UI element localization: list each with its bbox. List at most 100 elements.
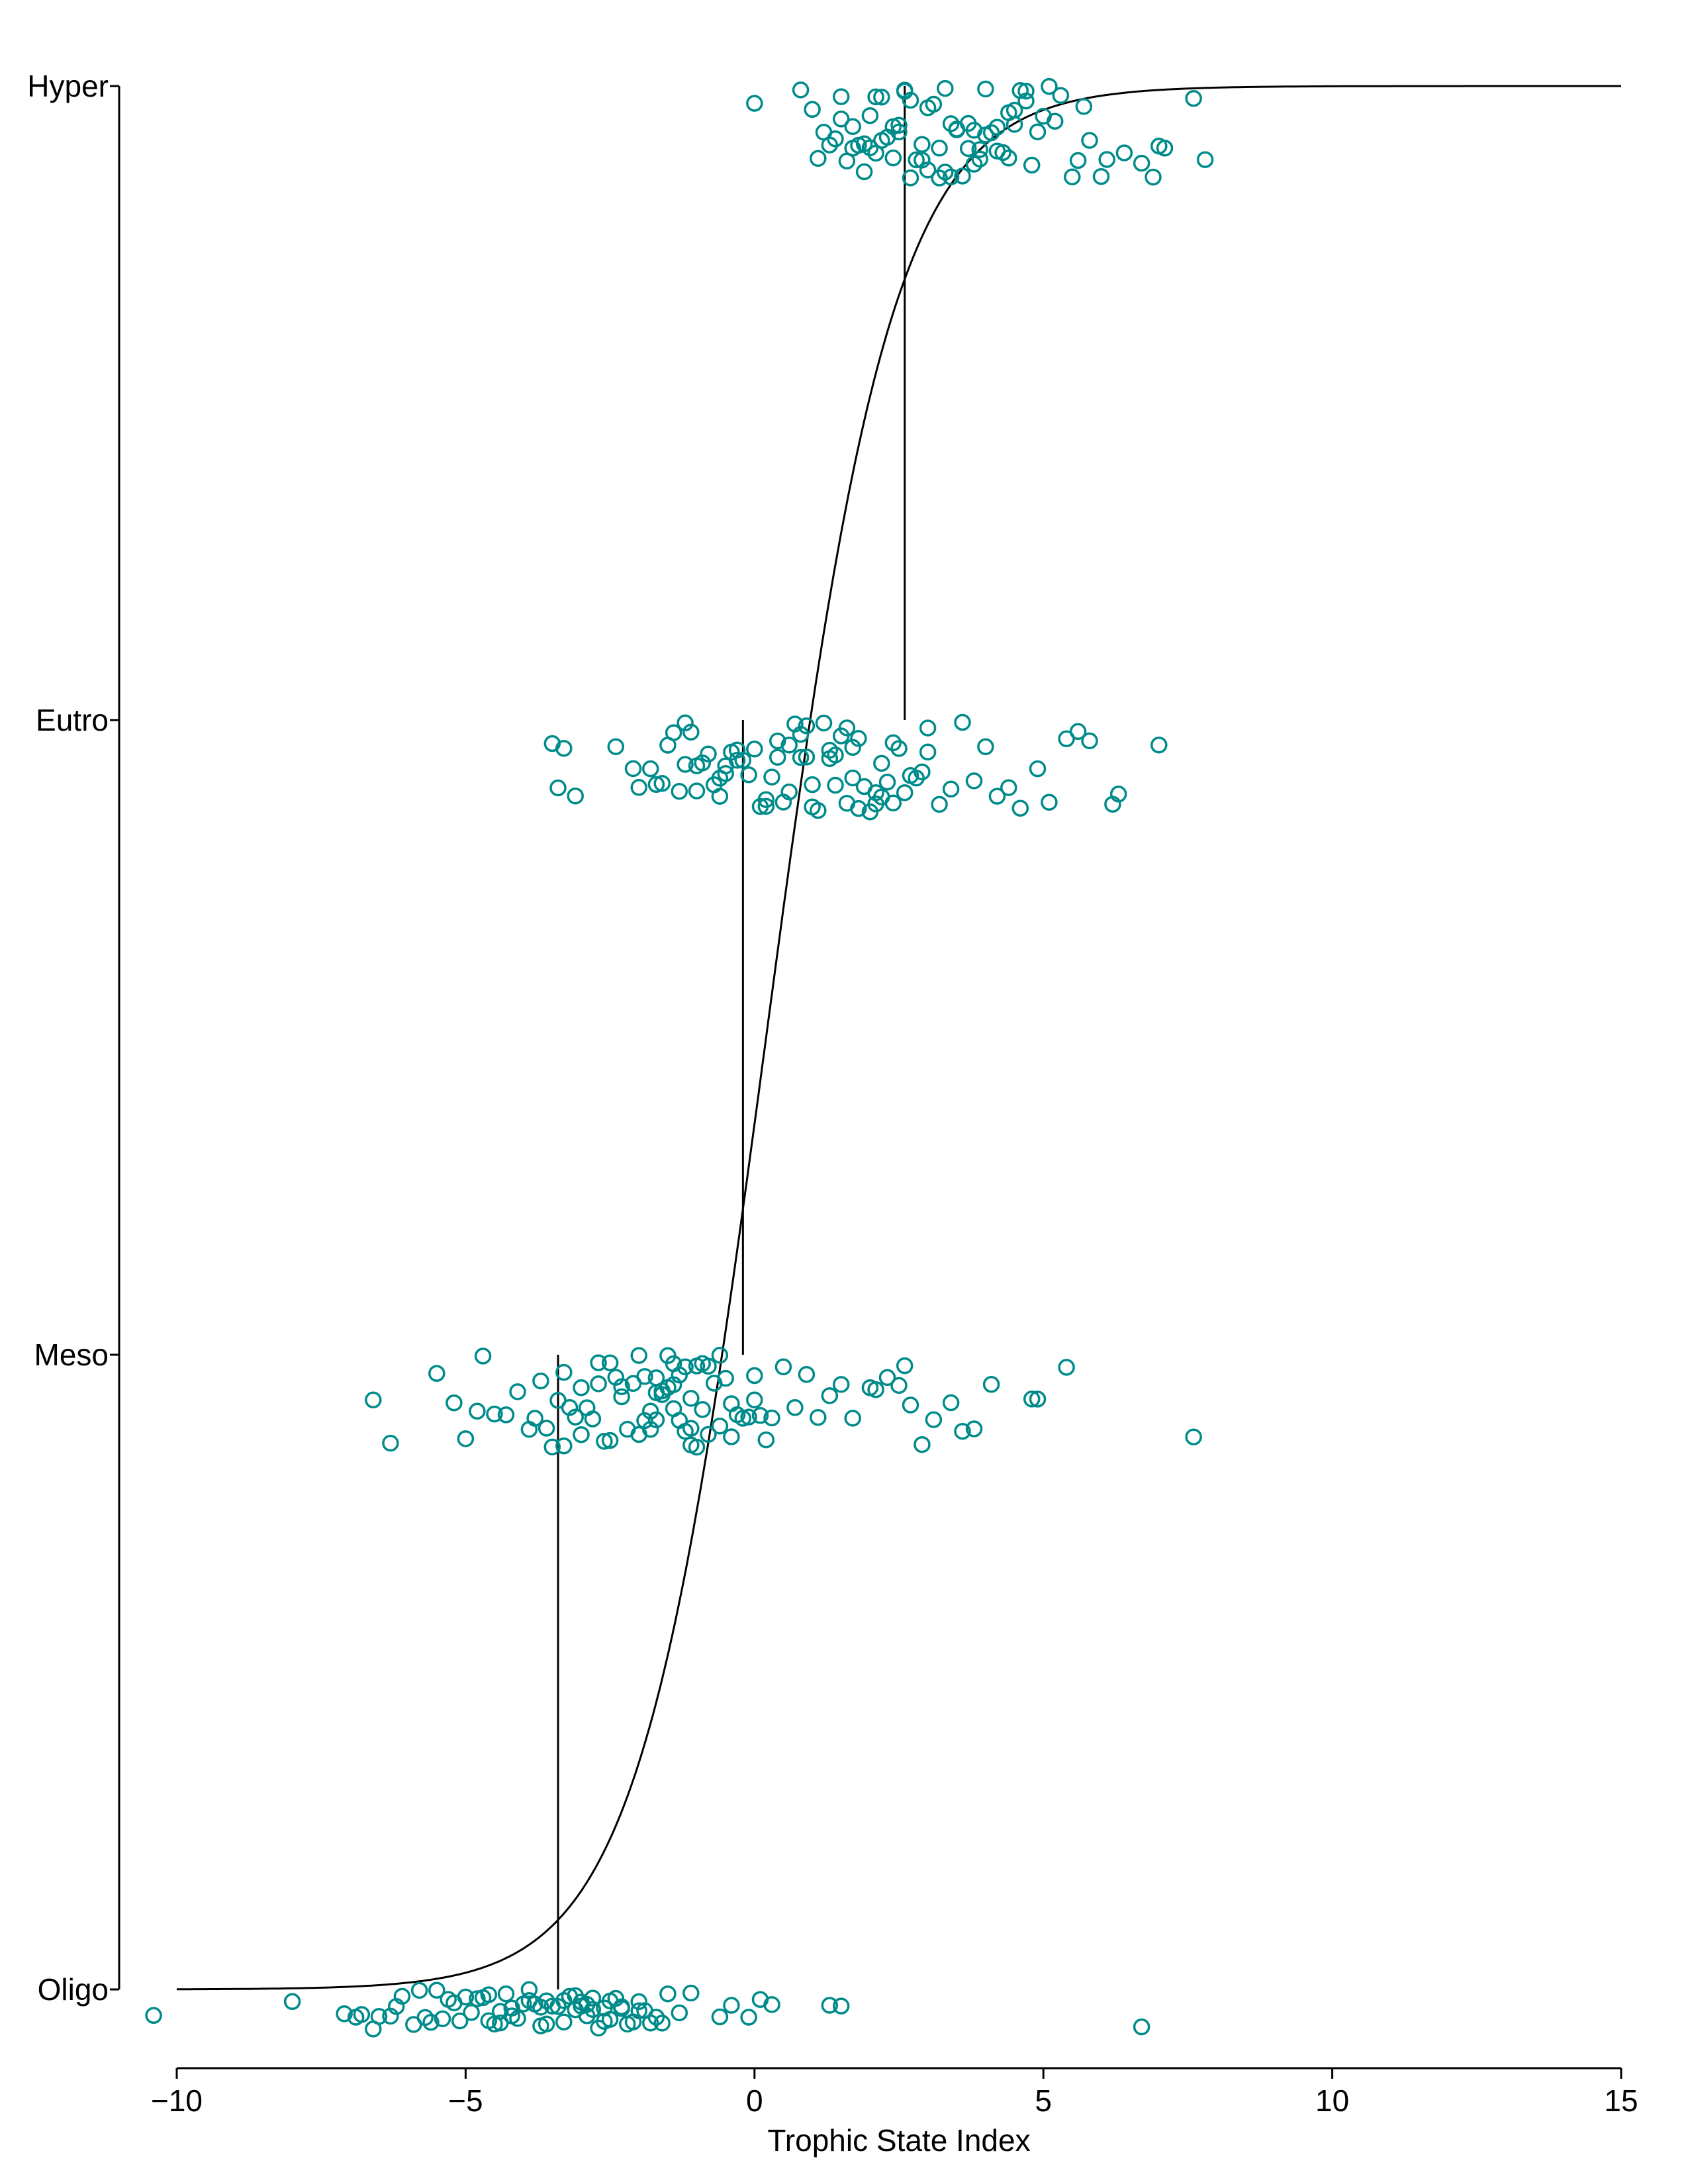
data-point-oligo xyxy=(630,2002,647,2020)
data-point-hyper xyxy=(1017,82,1035,100)
data-point-meso xyxy=(365,1391,382,1409)
data-point-hyper xyxy=(884,149,902,167)
data-point-hyper xyxy=(861,139,879,157)
data-points-layer xyxy=(145,77,1214,2038)
data-point-eutro xyxy=(1150,736,1168,754)
data-point-eutro xyxy=(740,766,757,784)
data-point-eutro xyxy=(792,749,810,766)
data-point-eutro xyxy=(549,779,567,797)
data-point-eutro xyxy=(746,741,763,758)
data-point-meso xyxy=(497,1406,515,1424)
data-point-eutro xyxy=(717,765,734,782)
data-point-hyper xyxy=(1046,113,1064,130)
data-point-meso xyxy=(590,1354,607,1371)
data-point-eutro xyxy=(850,799,867,817)
data-point-hyper xyxy=(954,167,971,185)
data-point-meso xyxy=(700,1426,717,1443)
data-point-eutro xyxy=(798,749,816,766)
data-point-hyper xyxy=(982,124,1000,142)
data-point-meso xyxy=(596,1433,613,1450)
data-point-oligo xyxy=(387,1998,405,2015)
data-point-eutro xyxy=(567,787,584,805)
data-point-oligo xyxy=(538,2015,555,2032)
data-point-oligo xyxy=(671,2004,688,2022)
data-point-hyper xyxy=(994,144,1011,161)
data-point-hyper xyxy=(971,141,988,158)
data-point-meso xyxy=(538,1420,555,1437)
data-point-oligo xyxy=(492,2003,509,2020)
data-point-meso xyxy=(486,1405,503,1423)
data-point-hyper xyxy=(746,95,763,112)
data-point-hyper xyxy=(1196,151,1214,168)
data-point-meso xyxy=(965,1420,983,1437)
data-point-hyper xyxy=(937,79,954,97)
data-point-oligo xyxy=(555,1992,573,2009)
data-point-eutro xyxy=(757,791,775,808)
data-point-hyper xyxy=(931,169,948,187)
data-point-hyper xyxy=(890,123,908,141)
data-point-hyper xyxy=(867,144,884,162)
data-point-eutro xyxy=(942,780,960,798)
data-point-meso xyxy=(543,1438,561,1456)
data-point-oligo xyxy=(532,1999,549,2016)
data-point-meso xyxy=(682,1390,700,1407)
data-point-eutro xyxy=(919,743,937,761)
x-tick-label: 0 xyxy=(746,2083,763,2118)
data-point-eutro xyxy=(630,779,647,796)
data-point-oligo xyxy=(821,1997,839,2014)
data-point-meso xyxy=(844,1410,861,1427)
data-point-meso xyxy=(832,1376,850,1393)
data-point-oligo xyxy=(440,1991,457,2008)
data-point-eutro xyxy=(682,723,700,741)
data-point-eutro xyxy=(769,749,786,766)
x-tick-label: 15 xyxy=(1604,2083,1638,2118)
data-point-oligo xyxy=(451,2012,469,2030)
data-point-meso xyxy=(601,1432,619,1449)
data-point-hyper xyxy=(1115,144,1133,161)
data-point-meso xyxy=(636,1412,653,1430)
data-point-meso xyxy=(902,1396,919,1414)
data-point-meso xyxy=(746,1367,763,1385)
data-point-eutro xyxy=(821,741,839,759)
data-point-eutro xyxy=(780,783,798,801)
data-point-oligo xyxy=(410,1981,428,1999)
data-point-oligo xyxy=(497,1985,515,2003)
data-point-oligo xyxy=(463,2004,480,2021)
data-point-eutro xyxy=(931,796,948,813)
data-point-eutro xyxy=(757,797,775,815)
data-point-meso xyxy=(723,1428,740,1445)
data-point-meso xyxy=(821,1387,839,1404)
data-point-meso xyxy=(711,1347,729,1364)
x-tick-label: 5 xyxy=(1035,2083,1052,2118)
data-point-meso xyxy=(469,1402,486,1420)
data-point-eutro xyxy=(624,760,642,778)
data-point-oligo xyxy=(630,1993,647,2011)
data-point-meso xyxy=(1185,1428,1202,1445)
data-point-hyper xyxy=(988,118,1006,136)
data-point-eutro xyxy=(677,756,694,773)
data-point-eutro xyxy=(647,776,665,794)
data-point-meso xyxy=(590,1375,607,1392)
data-point-oligo xyxy=(763,1996,780,2013)
data-point-meso xyxy=(584,1410,602,1428)
data-point-hyper xyxy=(1000,150,1017,167)
data-point-meso xyxy=(659,1379,677,1396)
data-point-eutro xyxy=(671,782,688,800)
data-point-hyper xyxy=(1092,167,1110,185)
data-point-eutro xyxy=(763,768,780,786)
data-point-meso xyxy=(647,1369,665,1387)
data-point-hyper xyxy=(832,111,850,128)
data-point-meso xyxy=(954,1422,971,1440)
data-point-meso xyxy=(509,1383,526,1400)
data-point-hyper xyxy=(902,91,919,109)
data-point-meso xyxy=(647,1411,665,1429)
data-point-meso xyxy=(555,1363,573,1381)
data-point-oligo xyxy=(578,2007,596,2025)
data-point-meso xyxy=(763,1409,780,1427)
data-point-meso xyxy=(457,1430,475,1447)
data-point-oligo xyxy=(347,2009,365,2026)
data-point-hyper xyxy=(861,107,879,124)
data-point-eutro xyxy=(1058,730,1075,748)
data-point-oligo xyxy=(422,2013,440,2031)
data-point-eutro xyxy=(804,776,821,794)
